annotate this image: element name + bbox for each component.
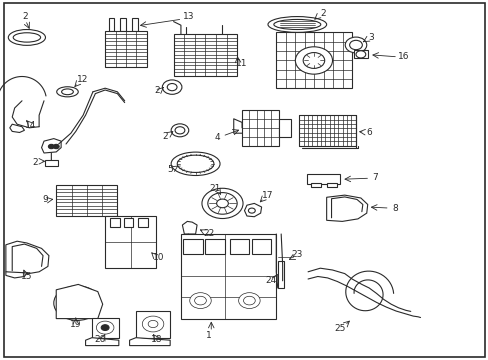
Ellipse shape — [216, 199, 228, 208]
Bar — [92, 318, 119, 338]
Bar — [138, 218, 148, 227]
Text: 5: 5 — [166, 166, 172, 175]
Polygon shape — [6, 272, 27, 278]
Ellipse shape — [171, 124, 188, 137]
Ellipse shape — [202, 188, 243, 219]
Circle shape — [345, 37, 366, 53]
Bar — [310, 183, 321, 187]
Circle shape — [148, 320, 158, 328]
Bar — [299, 115, 355, 146]
Text: 4: 4 — [214, 134, 220, 143]
Ellipse shape — [355, 51, 365, 58]
Bar — [181, 234, 276, 319]
Bar — [278, 119, 290, 137]
Bar — [242, 110, 278, 146]
Bar — [120, 18, 125, 31]
Bar — [229, 239, 249, 254]
Circle shape — [303, 53, 324, 68]
Text: 1: 1 — [206, 331, 212, 340]
Text: 8: 8 — [391, 204, 397, 212]
Bar — [105, 216, 156, 268]
Ellipse shape — [8, 30, 45, 45]
Circle shape — [61, 292, 93, 315]
Ellipse shape — [167, 84, 177, 91]
Bar — [56, 185, 117, 216]
Bar — [105, 31, 146, 67]
Text: 11: 11 — [236, 59, 247, 68]
Polygon shape — [41, 139, 61, 153]
Ellipse shape — [273, 19, 320, 30]
Text: 2: 2 — [319, 9, 325, 18]
Text: 15: 15 — [21, 272, 33, 281]
Text: 24: 24 — [265, 276, 277, 284]
Text: 3: 3 — [367, 33, 373, 42]
Text: 13: 13 — [182, 12, 194, 21]
Text: 16: 16 — [397, 53, 408, 62]
Text: 2: 2 — [162, 132, 168, 141]
Circle shape — [295, 47, 332, 74]
Bar — [353, 50, 367, 58]
Polygon shape — [129, 338, 170, 346]
Polygon shape — [326, 195, 367, 221]
Circle shape — [189, 293, 211, 309]
Text: 9: 9 — [42, 195, 48, 204]
Circle shape — [142, 316, 163, 332]
Ellipse shape — [61, 89, 73, 95]
Text: 20: 20 — [94, 335, 106, 344]
Circle shape — [48, 144, 54, 149]
Circle shape — [248, 208, 255, 213]
Bar — [173, 34, 237, 76]
Bar — [108, 18, 114, 31]
Circle shape — [96, 321, 114, 334]
Ellipse shape — [57, 87, 78, 97]
Circle shape — [101, 325, 109, 330]
Circle shape — [70, 298, 84, 309]
Text: 10: 10 — [153, 253, 164, 262]
Bar — [45, 160, 58, 166]
Circle shape — [243, 296, 255, 305]
Ellipse shape — [267, 17, 326, 32]
Bar — [251, 239, 271, 254]
Circle shape — [53, 144, 59, 149]
Bar — [132, 18, 138, 31]
Bar — [183, 239, 203, 254]
Bar — [277, 261, 283, 288]
Bar — [306, 174, 340, 184]
Bar — [326, 183, 337, 187]
Circle shape — [194, 296, 206, 305]
Text: 19: 19 — [70, 320, 81, 329]
Circle shape — [349, 40, 362, 50]
Polygon shape — [6, 241, 49, 274]
Bar — [205, 239, 224, 254]
Polygon shape — [56, 284, 102, 319]
Text: 14: 14 — [24, 121, 36, 130]
Polygon shape — [10, 124, 24, 132]
Ellipse shape — [175, 127, 184, 134]
Text: 23: 23 — [290, 251, 302, 259]
Text: 2: 2 — [154, 86, 160, 95]
Polygon shape — [85, 338, 119, 346]
Text: 18: 18 — [150, 335, 162, 344]
Ellipse shape — [13, 33, 41, 42]
Ellipse shape — [207, 193, 237, 214]
Circle shape — [238, 293, 260, 309]
Bar — [110, 218, 120, 227]
Text: 6: 6 — [366, 128, 371, 137]
Polygon shape — [182, 221, 197, 234]
Ellipse shape — [162, 80, 182, 94]
Text: 25: 25 — [333, 324, 345, 333]
Bar — [276, 32, 351, 88]
Circle shape — [54, 286, 101, 320]
Text: 2: 2 — [22, 13, 28, 22]
Bar — [136, 311, 170, 338]
Bar — [123, 218, 133, 227]
Text: 21: 21 — [209, 184, 221, 193]
Text: 17: 17 — [261, 191, 273, 200]
Text: 12: 12 — [76, 76, 88, 85]
Text: 7: 7 — [372, 173, 378, 182]
Text: 22: 22 — [203, 229, 215, 238]
Polygon shape — [244, 203, 261, 217]
Text: 2: 2 — [32, 158, 38, 167]
